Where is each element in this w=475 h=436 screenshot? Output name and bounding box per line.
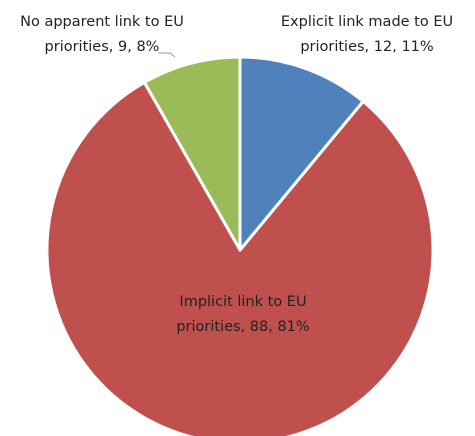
pie-slice — [45, 80, 435, 436]
leader-line — [158, 52, 176, 58]
pie-slice — [142, 55, 242, 252]
pie-slice — [238, 55, 365, 252]
slice-label: Implicit link to EU priorities, 88, 81% — [176, 294, 310, 335]
slice-label: Explicit link made to EU priorities, 12,… — [280, 14, 454, 55]
slice-label: No apparent link to EU priorities, 9, 8% — [20, 14, 184, 55]
